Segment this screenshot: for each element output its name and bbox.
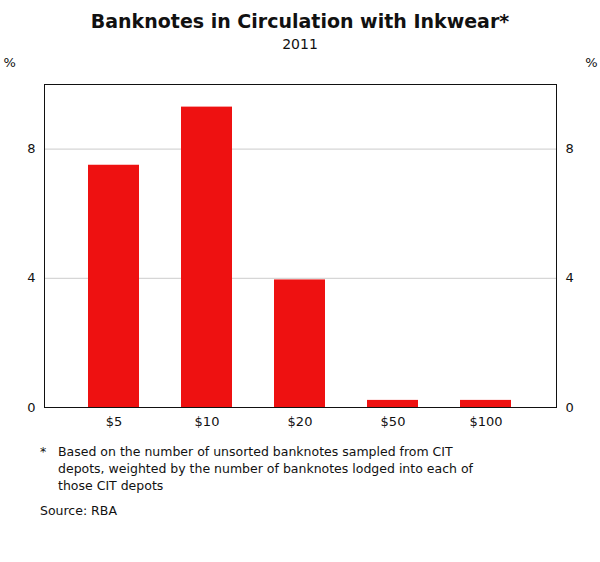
html-text:depots, weighted by the number: depots, weighted by the number of bankno… bbox=[58, 461, 473, 476]
svg-text:8: 8 bbox=[566, 141, 574, 156]
svg-text:4: 4 bbox=[27, 270, 35, 285]
svg-text:0: 0 bbox=[566, 400, 574, 415]
svg-text:$100: $100 bbox=[469, 414, 502, 429]
html-text:Source: RBA: Source: RBA bbox=[40, 503, 117, 518]
svg-text:$5: $5 bbox=[106, 414, 123, 429]
html-text:2011: 2011 bbox=[282, 36, 318, 52]
svg-text:%: % bbox=[585, 55, 597, 70]
html-text:Based on the number of unsorte: Based on the number of unsorted banknote… bbox=[58, 444, 453, 459]
svg-text:%: % bbox=[4, 55, 16, 70]
svg-text:4: 4 bbox=[566, 270, 574, 285]
svg-text:8: 8 bbox=[27, 141, 35, 156]
svg-text:$50: $50 bbox=[381, 414, 406, 429]
html-text:those CIT depots: those CIT depots bbox=[58, 478, 164, 493]
svg-text:$10: $10 bbox=[195, 414, 220, 429]
html-text:Banknotes in Circulation with: Banknotes in Circulation with Inkwear* bbox=[90, 10, 510, 32]
svg-text:0: 0 bbox=[27, 400, 35, 415]
svg-text:$20: $20 bbox=[288, 414, 313, 429]
